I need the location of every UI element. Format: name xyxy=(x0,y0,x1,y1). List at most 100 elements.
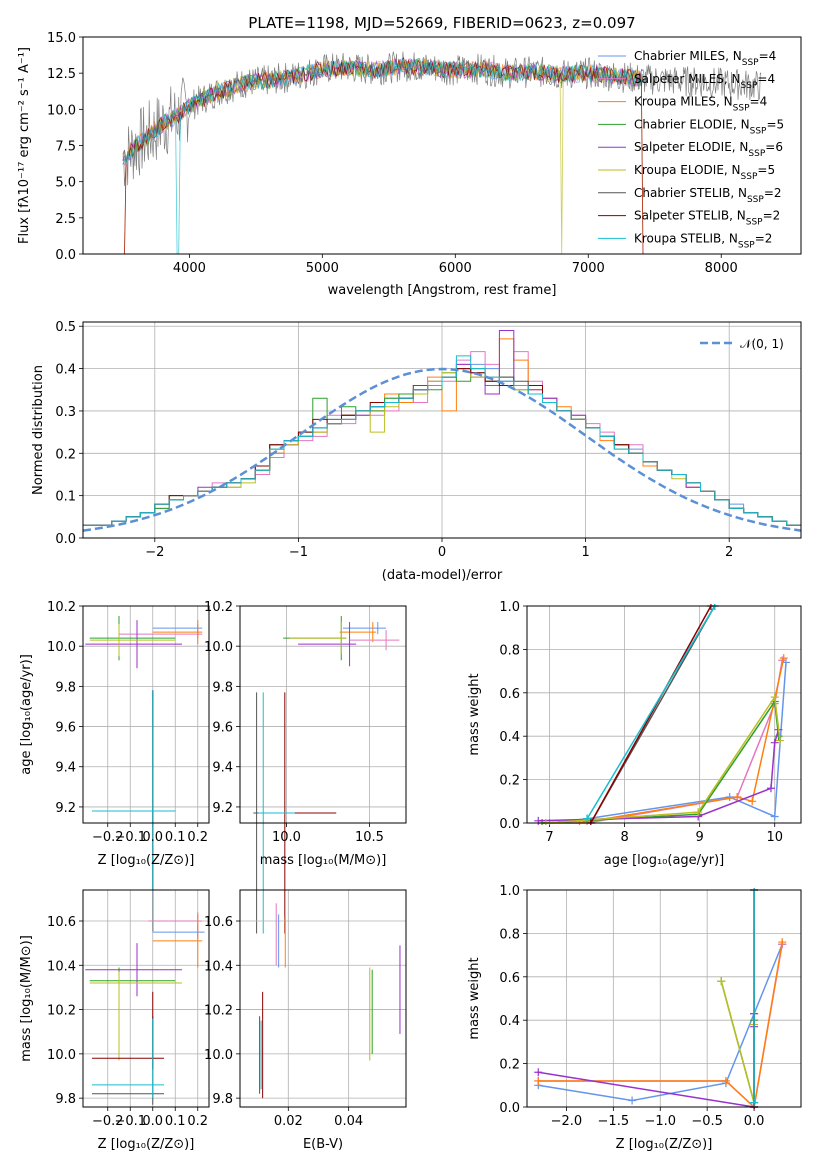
y-tick-label: 0.8 xyxy=(499,643,520,658)
y-tick-label: 9.8 xyxy=(55,680,76,695)
y-tick-label: 10.2 xyxy=(47,1004,76,1019)
y-tick-label: 0.3 xyxy=(55,405,76,420)
gaussian-curve xyxy=(82,367,802,532)
x-axis-label: (data-model)/error xyxy=(382,568,503,583)
weight-line-5 xyxy=(538,1013,755,1108)
x-tick-label: 0.0 xyxy=(142,830,163,845)
x-tick-label: 0 xyxy=(438,545,446,560)
y-tick-label: 9.4 xyxy=(55,761,76,776)
x-tick-label: 8 xyxy=(620,830,628,845)
panel-1 xyxy=(79,36,802,258)
x-axis-label: wavelength [Angstrom, rest frame] xyxy=(328,283,557,298)
weight-line-1 xyxy=(549,662,787,824)
x-tick-label: 2 xyxy=(725,545,733,560)
x-tick-label: 0.1 xyxy=(165,830,186,845)
y-axis-label: Flux [fλ10⁻¹⁷ erg cm⁻² s⁻¹ A⁻¹] xyxy=(17,47,32,244)
weight-line-4 xyxy=(541,699,780,824)
y-axis-label: age [log₁₀(age/yr)] xyxy=(19,654,34,775)
legend-label-3: Kroupa MILES, NSSP=4 xyxy=(634,95,767,114)
y-tick-label: 10.2 xyxy=(204,600,233,615)
y-tick-label: 9.4 xyxy=(212,761,233,776)
axes-frame xyxy=(82,36,802,255)
weight-marker xyxy=(775,736,784,745)
weight-marker xyxy=(717,977,726,986)
spectrum-data-line xyxy=(122,51,762,187)
x-tick-label: 10 xyxy=(766,830,783,845)
x-tick-label: 7000 xyxy=(572,261,605,276)
x-tick-label: −0.1 xyxy=(114,1114,146,1129)
y-tick-label: 10.0 xyxy=(204,1048,233,1063)
panel-8 xyxy=(523,888,802,1111)
weight-marker xyxy=(770,812,779,821)
weight-marker xyxy=(778,938,787,947)
x-tick-label: 0.2 xyxy=(187,1114,208,1129)
x-tick-label: −0.1 xyxy=(114,830,146,845)
y-tick-label: 10.2 xyxy=(47,600,76,615)
legend-label-6: Kroupa ELODIE, NSSP=5 xyxy=(634,163,775,182)
weight-marker xyxy=(770,693,779,702)
y-tick-label: 9.6 xyxy=(55,721,76,736)
weight-marker xyxy=(770,738,779,747)
axes-frame xyxy=(239,605,407,824)
weight-marker xyxy=(733,792,742,801)
chart-title: PLATE=1198, MJD=52669, FIBERID=0623, z=0… xyxy=(248,14,635,32)
y-tick-label: 1.0 xyxy=(499,600,520,615)
y-tick-label: 0.1 xyxy=(55,490,76,505)
x-tick-label: 9 xyxy=(696,830,704,845)
x-tick-label: 10.0 xyxy=(272,830,301,845)
x-axis-label: age [log₁₀(age/yr)] xyxy=(604,853,725,868)
y-tick-label: 2.5 xyxy=(55,212,76,227)
x-tick-label: 1 xyxy=(581,545,589,560)
legend-label-7: Chabrier STELIB, NSSP=2 xyxy=(634,186,782,205)
y-tick-label: 10.6 xyxy=(47,915,76,930)
axes-frame xyxy=(526,889,802,1108)
legend-label-5: Salpeter ELODIE, NSSP=6 xyxy=(634,140,783,159)
legend-label-2: Salpeter MILES, NSSP=4 xyxy=(634,72,775,91)
x-tick-label: 8000 xyxy=(705,261,738,276)
x-tick-label: 0.1 xyxy=(165,1114,186,1129)
y-tick-label: 10.6 xyxy=(204,915,233,930)
y-tick-label: 10.0 xyxy=(47,1048,76,1063)
x-axis-label: Z [log₁₀(Z/Z⊙)] xyxy=(98,1137,195,1152)
x-tick-label: −1 xyxy=(289,545,308,560)
panel-2 xyxy=(79,321,802,542)
y-tick-label: 5.0 xyxy=(55,176,76,191)
y-axis-label: mass weight xyxy=(467,673,482,755)
x-tick-label: −2 xyxy=(145,545,164,560)
weight-marker xyxy=(534,1068,543,1077)
x-tick-label: 5000 xyxy=(306,261,339,276)
y-tick-label: 10.4 xyxy=(47,959,76,974)
legend-label-9: Kroupa STELIB, NSSP=2 xyxy=(634,231,772,250)
y-tick-label: 0.5 xyxy=(55,320,76,335)
x-tick-label: 0.2 xyxy=(187,830,208,845)
x-tick-label: −0.2 xyxy=(92,1114,124,1129)
y-tick-label: 0.2 xyxy=(499,774,520,789)
model-line-3 xyxy=(122,58,644,254)
weight-marker xyxy=(779,654,788,663)
histogram-series-9 xyxy=(82,355,801,538)
weight-marker xyxy=(628,1096,637,1105)
model-line-7 xyxy=(122,59,644,163)
y-tick-label: 0.4 xyxy=(499,730,520,745)
y-tick-label: 7.5 xyxy=(55,140,76,155)
weight-line-8 xyxy=(590,605,712,824)
weight-marker xyxy=(748,797,757,806)
x-tick-label: −1.5 xyxy=(598,1114,630,1129)
panel-3 xyxy=(79,605,210,932)
x-tick-label: 0.0 xyxy=(744,1114,765,1129)
y-tick-label: 9.8 xyxy=(55,1092,76,1107)
y-tick-label: 0.0 xyxy=(55,248,76,263)
y-tick-label: 9.6 xyxy=(212,721,233,736)
y-tick-label: 12.5 xyxy=(47,67,76,82)
panel-7 xyxy=(236,889,407,1111)
y-tick-label: 0.4 xyxy=(55,363,76,378)
y-tick-label: 10.2 xyxy=(204,1004,233,1019)
y-tick-label: 0.0 xyxy=(499,1101,520,1116)
weight-marker xyxy=(750,1098,759,1107)
x-axis-label: Z [log₁₀(Z/Z⊙)] xyxy=(616,1137,713,1152)
weight-marker xyxy=(534,816,543,825)
x-tick-label: −0.5 xyxy=(691,1114,723,1129)
axes-frame xyxy=(526,605,802,824)
y-tick-label: 9.8 xyxy=(212,680,233,695)
